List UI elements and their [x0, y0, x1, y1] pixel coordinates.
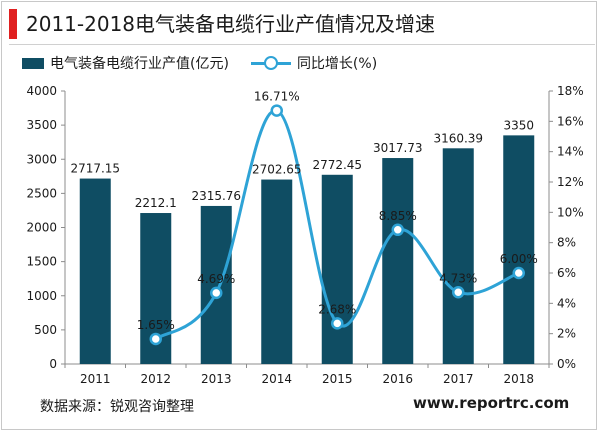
x-tick-label: 2015	[322, 372, 353, 386]
y-left-tick-label: 0	[49, 357, 57, 371]
y-right-tick-label: 8%	[557, 236, 576, 250]
y-right-tick-label: 0%	[557, 357, 576, 371]
bar-value-label: 2772.45	[312, 158, 362, 172]
growth-point-2014	[270, 104, 283, 117]
title-divider	[9, 44, 595, 45]
bar-value-label: 2315.76	[191, 189, 241, 203]
y-left-tick-label: 2500	[26, 186, 57, 200]
title-accent-bar	[9, 9, 17, 39]
bar-2016	[382, 158, 414, 364]
y-left-tick-label: 2000	[26, 221, 57, 235]
y-left-tick-label: 3000	[26, 152, 57, 166]
bar-value-label: 3350	[503, 118, 534, 132]
growth-value-label: 4.69%	[197, 272, 235, 286]
y-left-tick-label: 4000	[26, 84, 57, 98]
growth-point-2016	[391, 223, 404, 237]
bar-2017	[442, 148, 474, 364]
y-right-tick-label: 10%	[557, 205, 584, 219]
data-source-note: 数据来源：锐观咨询整理	[40, 399, 194, 415]
x-tick-label: 2011	[80, 372, 111, 386]
growth-point-2018	[512, 266, 525, 280]
growth-value-label: 1.65%	[137, 318, 175, 332]
y-right-tick-label: 6%	[557, 266, 576, 280]
source-url: www.reportrc.com	[413, 394, 570, 412]
growth-line	[154, 109, 520, 341]
x-tick-label: 2017	[443, 372, 474, 386]
growth-point-2017	[452, 286, 465, 299]
chart-title: 2011-2018电气装备电缆行业产值情况及增速	[26, 12, 436, 36]
y-left-tick-label: 1000	[26, 289, 57, 303]
y-right-tick-label: 2%	[557, 327, 576, 341]
bar-value-label: 3017.73	[373, 141, 423, 155]
x-tick-label: 2014	[261, 372, 292, 386]
y-right-tick-label: 18%	[557, 84, 584, 98]
x-tick-label: 2016	[382, 372, 413, 386]
growth-value-label: 4.73%	[439, 271, 477, 285]
bar-2015	[321, 174, 353, 364]
growth-value-label: 6.00%	[500, 252, 538, 266]
legend-line-label: 同比增长(%)	[296, 56, 378, 72]
y-left-tick-label: 3500	[26, 118, 57, 132]
legend-line-swatch	[250, 56, 291, 70]
growth-point-2013	[210, 286, 223, 300]
bar-value-label: 2717.15	[70, 162, 120, 176]
bar-2018	[503, 135, 535, 364]
legend-bar-label: 电气装备电缆行业产值(亿元)	[50, 56, 229, 72]
y-right-tick-label: 4%	[557, 296, 576, 310]
growth-value-label: 2.68%	[318, 302, 356, 316]
y-right-tick-label: 12%	[557, 175, 584, 189]
bar-value-label: 2702.65	[252, 163, 302, 177]
bar-2011	[79, 178, 111, 364]
bar-2013	[200, 205, 232, 364]
x-tick-label: 2013	[201, 372, 232, 386]
growth-point-2015	[331, 317, 344, 330]
y-left-tick-label: 1500	[26, 255, 57, 269]
bar-value-label: 2212.1	[135, 196, 177, 210]
y-right-tick-label: 14%	[557, 145, 584, 159]
y-left-tick-label: 500	[34, 323, 57, 337]
x-tick-label: 2018	[503, 372, 534, 386]
bar-value-label: 3160.39	[433, 131, 483, 145]
growth-value-label: 16.71%	[254, 90, 300, 104]
chart-legend: 电气装备电缆行业产值(亿元) 同比增长(%)	[22, 53, 377, 73]
legend-bar-swatch	[22, 57, 44, 69]
x-tick-label: 2012	[140, 372, 171, 386]
growth-point-2012	[149, 332, 162, 346]
bar-2014	[261, 179, 293, 364]
y-right-tick-label: 16%	[557, 114, 584, 128]
growth-value-label: 8.85%	[379, 209, 417, 223]
